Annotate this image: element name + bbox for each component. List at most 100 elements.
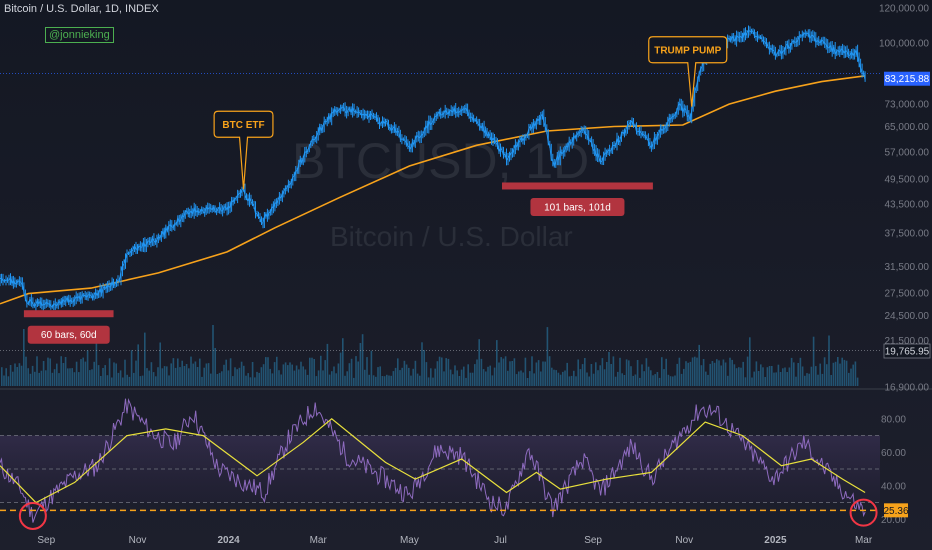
volume-bar — [249, 377, 252, 386]
volume-bar — [9, 365, 12, 386]
price-axis-tick: 31,500.00 — [885, 262, 930, 273]
volume-bar — [229, 358, 232, 386]
volume-bar — [625, 359, 628, 386]
volume-bar — [278, 370, 280, 386]
volume-bar — [130, 350, 133, 386]
volume-bar — [64, 357, 67, 386]
volume-bar — [515, 374, 518, 386]
volume-bar — [207, 363, 210, 386]
volume-bar — [196, 367, 199, 386]
volume-bar — [579, 369, 582, 386]
volume-bar — [474, 364, 476, 386]
volume-bar — [812, 336, 815, 386]
volume-bar — [698, 344, 700, 386]
volume-bar — [524, 357, 527, 386]
volume-bar — [647, 366, 650, 386]
volume-bar — [709, 363, 711, 386]
volume-bar — [284, 362, 287, 386]
volume-bar — [581, 364, 584, 386]
volume-bar — [643, 371, 645, 386]
volume-bar — [705, 371, 707, 386]
volume-bar — [808, 373, 810, 386]
volume-bar — [430, 368, 432, 386]
price-axis-tick: 57,000.00 — [885, 147, 930, 158]
volume-bar — [311, 357, 313, 386]
volume-bar — [388, 375, 390, 386]
volume-bar — [766, 367, 769, 386]
volume-bar — [652, 375, 654, 386]
volume-bar — [680, 373, 683, 386]
volume-bar — [713, 362, 716, 386]
volume-bar — [456, 370, 458, 386]
volume-bar — [254, 377, 256, 386]
volume-bar — [146, 368, 148, 386]
volume-bar — [467, 364, 469, 386]
volume-bar — [172, 358, 175, 386]
volume-bar — [320, 355, 322, 386]
volume-bar — [86, 350, 89, 386]
volume-bar — [661, 357, 663, 386]
volume-bar — [163, 366, 166, 386]
volume-bar — [227, 370, 230, 386]
volume-bar — [445, 358, 447, 386]
volume-bar — [188, 368, 190, 386]
volume-bar — [773, 372, 775, 386]
volume-bar — [735, 368, 738, 386]
volume-bar — [570, 375, 573, 386]
volume-bar — [667, 374, 670, 386]
callout-label: TRUMP PUMP — [654, 46, 721, 57]
volume-bar — [133, 372, 135, 386]
volume-bar — [181, 360, 183, 386]
volume-bar — [293, 370, 296, 386]
volume-bar — [553, 369, 555, 386]
volume-bar — [53, 369, 56, 386]
volume-bar — [47, 357, 49, 386]
volume-bar — [27, 368, 29, 386]
volume-bar — [258, 372, 260, 386]
volume-bar — [471, 372, 474, 386]
volume-bar — [201, 376, 203, 386]
volume-bar — [848, 372, 850, 386]
volume-bar — [744, 377, 747, 386]
volume-bar — [124, 359, 126, 386]
volume-bar — [654, 374, 656, 386]
volume-badge-label: 19,765.95 — [885, 347, 930, 358]
volume-bar — [117, 372, 120, 386]
volume-bar — [819, 363, 821, 386]
volume-bar — [148, 370, 150, 386]
volume-bar — [771, 366, 773, 386]
price-axis-tick: 37,500.00 — [885, 228, 930, 239]
volume-bar — [502, 358, 505, 386]
volume-bar — [7, 376, 10, 386]
volume-bar — [29, 373, 32, 386]
volume-bar — [555, 370, 557, 386]
time-axis-tick: Sep — [584, 535, 602, 546]
volume-bar — [586, 372, 588, 386]
volume-bar — [526, 378, 529, 386]
volume-bar — [777, 364, 780, 386]
volume-bar — [621, 373, 623, 386]
volume-bar — [212, 325, 214, 386]
volume-bar — [843, 359, 846, 386]
volume-bar — [520, 370, 522, 386]
range-label: 101 bars, 101d — [544, 202, 611, 213]
volume-bar — [603, 369, 606, 386]
volume-bar — [287, 365, 289, 386]
volume-bar — [854, 361, 857, 386]
volume-bar — [45, 370, 47, 386]
volume-bar — [537, 360, 540, 386]
volume-bar — [423, 350, 425, 386]
volume-bar — [386, 374, 388, 386]
volume-bar — [210, 373, 212, 386]
volume-bar — [632, 375, 634, 386]
volume-bar — [273, 362, 276, 386]
volume-bar — [658, 377, 661, 386]
volume-bar — [672, 376, 674, 386]
rsi-axis-tick: 60.00 — [881, 448, 906, 459]
volume-bar — [366, 357, 368, 386]
volume-bar — [841, 357, 843, 386]
volume-bar — [322, 370, 324, 386]
volume-bar — [496, 340, 498, 386]
range-bar — [23, 310, 114, 318]
volume-bar — [256, 371, 258, 386]
